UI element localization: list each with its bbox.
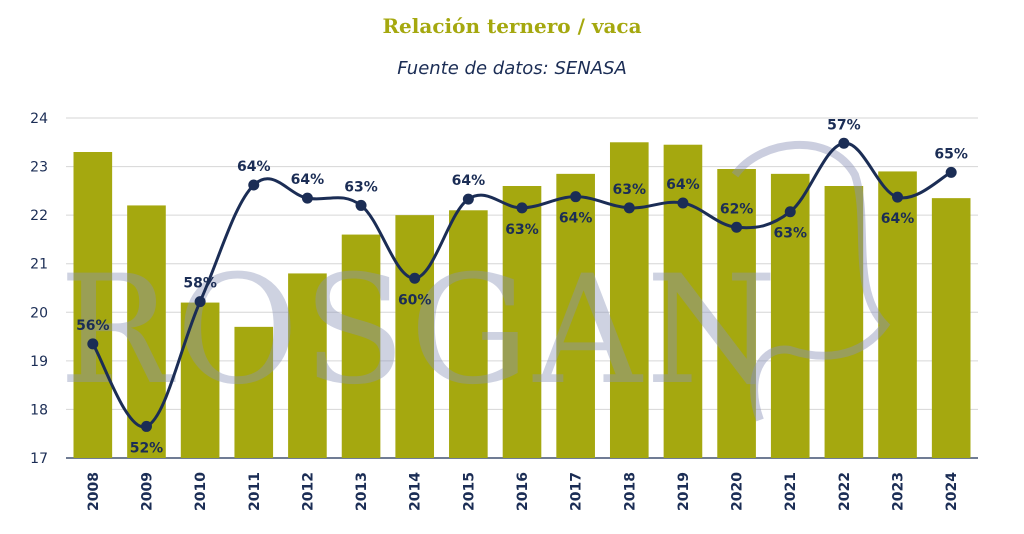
x-tick-label: 2022 [837,472,853,511]
line-point [301,192,313,204]
bar [180,302,220,458]
bar [717,169,756,458]
data-label: 64% [237,159,271,175]
x-tick-label: 2012 [300,472,316,511]
bar [878,171,917,458]
bar [73,152,113,458]
bar [663,144,703,458]
y-tick-label: 17 [30,451,48,467]
bar [824,186,864,458]
x-tick-label: 2019 [676,472,692,511]
bar [556,173,595,458]
line-point [677,197,689,209]
data-label: 63% [344,179,378,195]
bar [395,215,435,458]
x-tick-label: 2018 [622,472,638,511]
watermark: ROSGAN [59,140,891,422]
y-axis-ticks: 17 18 19 20 21 22 23 24 [30,111,48,467]
line-point [140,420,152,432]
line-point [248,179,260,191]
line-point [570,191,582,203]
x-axis-ticks: 2008 2009 2010 2011 2012 2013 2014 2015 2016 2017… [86,472,960,511]
x-tick-label: 2015 [461,472,477,511]
x-tick-label: 2017 [569,472,585,511]
x-tick-label: 2008 [86,472,102,511]
data-label: 57% [827,117,861,133]
y-tick-label: 19 [30,354,48,370]
x-tick-label: 2021 [783,472,799,511]
data-label: 64% [452,173,486,189]
data-label: 64% [666,177,700,193]
line-point [784,206,796,218]
bar [931,198,971,458]
data-label: 64% [291,172,325,188]
data-label: 65% [934,146,968,162]
line-point [892,191,904,203]
watermark-text: ROSGAN [59,244,781,418]
line-point [355,199,367,211]
line-series [87,137,957,432]
data-label: 63% [505,222,539,238]
chart-subtitle: Fuente de datos: SENASA [397,58,627,79]
bar [234,326,274,458]
watermark-emblem [731,140,891,422]
y-tick-label: 20 [30,305,48,321]
chart-title: Relación ternero / vaca [382,14,642,38]
bar [341,234,381,458]
x-tick-label: 2009 [139,472,155,511]
line-point [87,338,99,350]
line-point [462,193,474,205]
line-point [516,202,528,214]
x-tick-label: 2016 [515,472,531,511]
y-tick-label: 23 [30,160,48,176]
data-label: 64% [881,211,915,227]
line-path [91,141,952,429]
bar [127,205,166,458]
data-label: 58% [183,276,217,292]
x-tick-label: 2014 [408,472,424,511]
line-point [409,272,421,284]
x-tick-label: 2013 [354,472,370,511]
line-point [194,296,206,308]
data-label: 63% [613,182,647,198]
data-label: 52% [130,440,164,456]
x-tick-label: 2020 [730,472,746,511]
y-tick-label: 21 [30,257,48,273]
x-tick-label: 2010 [193,472,209,511]
bars-series [73,142,971,459]
data-label: 60% [398,292,432,308]
bar [449,210,488,458]
data-label: 56% [76,318,110,334]
x-tick-label: 2011 [247,472,263,511]
y-tick-label: 22 [30,208,48,224]
line-point [945,166,957,178]
bar [609,142,649,459]
line-point [731,221,743,233]
y-tick-label: 18 [30,402,48,418]
data-label: 62% [720,201,754,217]
data-label: 63% [773,226,807,242]
line-point [623,202,635,214]
data-labels: 56% 52% 58% 64% 64% 63% 60% 64% 63% 64% 63% 64% 62% 6… [76,117,968,456]
line-point [838,137,850,149]
data-label: 64% [559,211,593,227]
bar [288,273,327,458]
y-tick-label: 24 [30,111,48,127]
x-tick-label: 2024 [944,472,960,511]
x-tick-label: 2023 [891,472,907,511]
bar [502,186,542,458]
